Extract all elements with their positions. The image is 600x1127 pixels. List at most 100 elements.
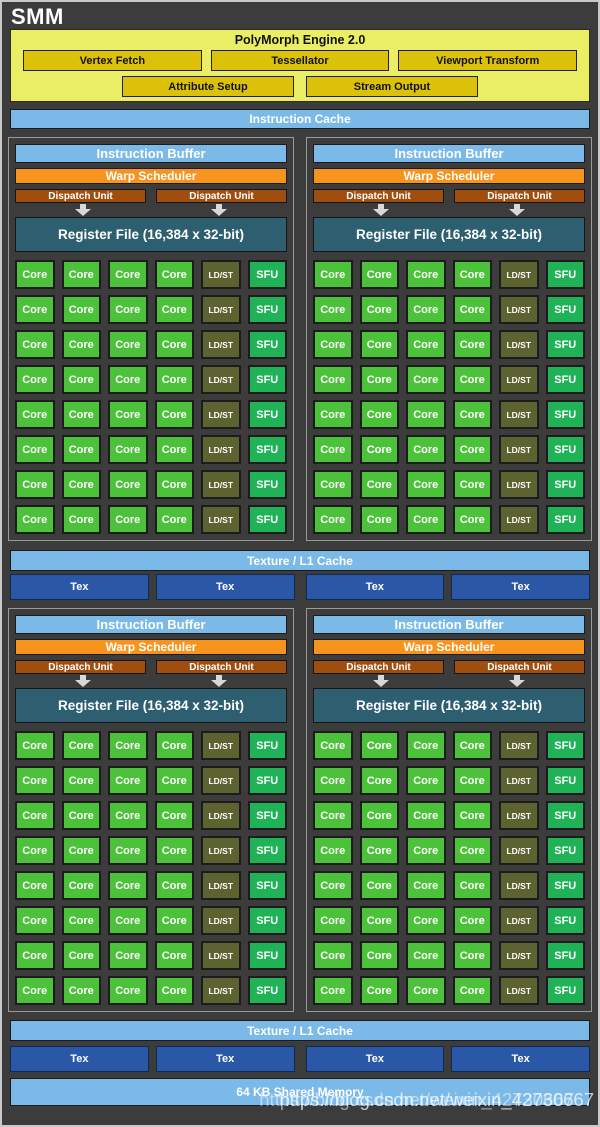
core-cell: Core (154, 731, 194, 760)
core-cell: Core (313, 976, 353, 1005)
core-cell: Core (15, 435, 55, 464)
core-cell: Core (359, 976, 399, 1005)
core-cell: Core (313, 906, 353, 935)
core-cell: Core (15, 906, 55, 935)
sfu-cell: SFU (247, 365, 287, 394)
core-cell: Core (452, 260, 492, 289)
instruction-buffer-bar: Instruction Buffer (15, 144, 287, 163)
down-arrow-icon (509, 675, 525, 687)
ldst-cell: LD/ST (201, 976, 241, 1005)
diagram-title: SMM (11, 4, 64, 29)
core-cell: Core (15, 295, 55, 324)
core-cell: Core (108, 330, 148, 359)
core-cell: Core (154, 836, 194, 865)
core-cell: Core (359, 435, 399, 464)
sfu-cell: SFU (247, 400, 287, 429)
partition-slot: Instruction Buffer Warp Scheduler Dispat… (8, 137, 294, 541)
core-cell: Core (406, 731, 446, 760)
core-cell: Core (154, 941, 194, 970)
instruction-cache-bar: Instruction Cache (10, 109, 590, 129)
core-cell: Core (108, 766, 148, 795)
dispatch-unit: Dispatch Unit (313, 660, 444, 674)
core-cell: Core (154, 871, 194, 900)
core-cell: Core (359, 871, 399, 900)
tessellator-unit: Tessellator (210, 50, 390, 71)
sm-partition: Instruction Buffer Warp Scheduler Dispat… (8, 137, 294, 541)
core-cell: Core (406, 260, 446, 289)
core-cell: Core (61, 470, 101, 499)
core-cell: Core (154, 435, 194, 464)
core-cell: Core (452, 871, 492, 900)
ldst-cell: LD/ST (201, 836, 241, 865)
core-cell: Core (452, 906, 492, 935)
sfu-cell: SFU (247, 801, 287, 830)
sfu-cell: SFU (545, 941, 585, 970)
core-cell: Core (61, 766, 101, 795)
core-cell: Core (108, 871, 148, 900)
core-cell: Core (452, 295, 492, 324)
texture-l1-cache-bar: Texture / L1 Cache (10, 1020, 590, 1041)
ldst-cell: LD/ST (499, 871, 539, 900)
core-cell: Core (359, 941, 399, 970)
down-arrow-icon (373, 675, 389, 687)
core-cell: Core (406, 906, 446, 935)
core-grid: Core Core Core Core LD/ST SFU Core Core Core Core… (313, 731, 585, 1005)
arrow-slot (313, 204, 449, 216)
core-cell: Core (313, 400, 353, 429)
polymorph-engine-block: PolyMorph Engine 2.0 Vertex Fetch Tessel… (10, 29, 590, 102)
arrow-slot (449, 675, 585, 687)
core-cell: Core (452, 470, 492, 499)
core-cell: Core (61, 731, 101, 760)
core-cell: Core (108, 435, 148, 464)
sfu-cell: SFU (545, 330, 585, 359)
warp-scheduler-bar: Warp Scheduler (15, 639, 287, 655)
sfu-cell: SFU (545, 400, 585, 429)
sfu-cell: SFU (545, 731, 585, 760)
sfu-cell: SFU (247, 976, 287, 1005)
register-file-bar: Register File (16,384 x 32-bit) (15, 688, 287, 723)
sfu-cell: SFU (545, 906, 585, 935)
core-cell: Core (406, 836, 446, 865)
core-cell: Core (154, 330, 194, 359)
ldst-cell: LD/ST (201, 941, 241, 970)
core-cell: Core (108, 400, 148, 429)
core-grid: Core Core Core Core LD/ST SFU Core Core Core Core… (15, 260, 287, 534)
sfu-cell: SFU (545, 801, 585, 830)
viewport-transform-unit: Viewport Transform (398, 50, 578, 71)
core-cell: Core (406, 365, 446, 394)
core-cell: Core (313, 435, 353, 464)
core-cell: Core (313, 871, 353, 900)
sfu-cell: SFU (545, 295, 585, 324)
core-cell: Core (313, 766, 353, 795)
core-cell: Core (15, 260, 55, 289)
core-cell: Core (61, 295, 101, 324)
ldst-cell: LD/ST (201, 731, 241, 760)
warp-scheduler-bar: Warp Scheduler (313, 639, 585, 655)
core-cell: Core (15, 941, 55, 970)
core-cell: Core (313, 365, 353, 394)
down-arrow-icon (509, 204, 525, 216)
core-cell: Core (406, 941, 446, 970)
core-cell: Core (359, 505, 399, 534)
ldst-cell: LD/ST (499, 295, 539, 324)
dispatch-arrows (313, 204, 585, 216)
dispatch-unit: Dispatch Unit (454, 660, 585, 674)
sfu-cell: SFU (247, 330, 287, 359)
core-cell: Core (452, 801, 492, 830)
sfu-cell: SFU (247, 435, 287, 464)
dispatch-arrows (15, 675, 287, 687)
core-cell: Core (452, 976, 492, 1005)
core-cell: Core (313, 295, 353, 324)
core-cell: Core (452, 330, 492, 359)
core-cell: Core (359, 365, 399, 394)
sm-partition: Instruction Buffer Warp Scheduler Dispat… (306, 608, 592, 1012)
dispatch-row: Dispatch Unit Dispatch Unit (313, 660, 585, 674)
core-cell: Core (359, 906, 399, 935)
core-cell: Core (406, 295, 446, 324)
tex-unit: Tex (451, 574, 590, 600)
ldst-cell: LD/ST (499, 435, 539, 464)
core-cell: Core (359, 470, 399, 499)
sfu-cell: SFU (247, 836, 287, 865)
core-cell: Core (108, 260, 148, 289)
core-cell: Core (313, 801, 353, 830)
